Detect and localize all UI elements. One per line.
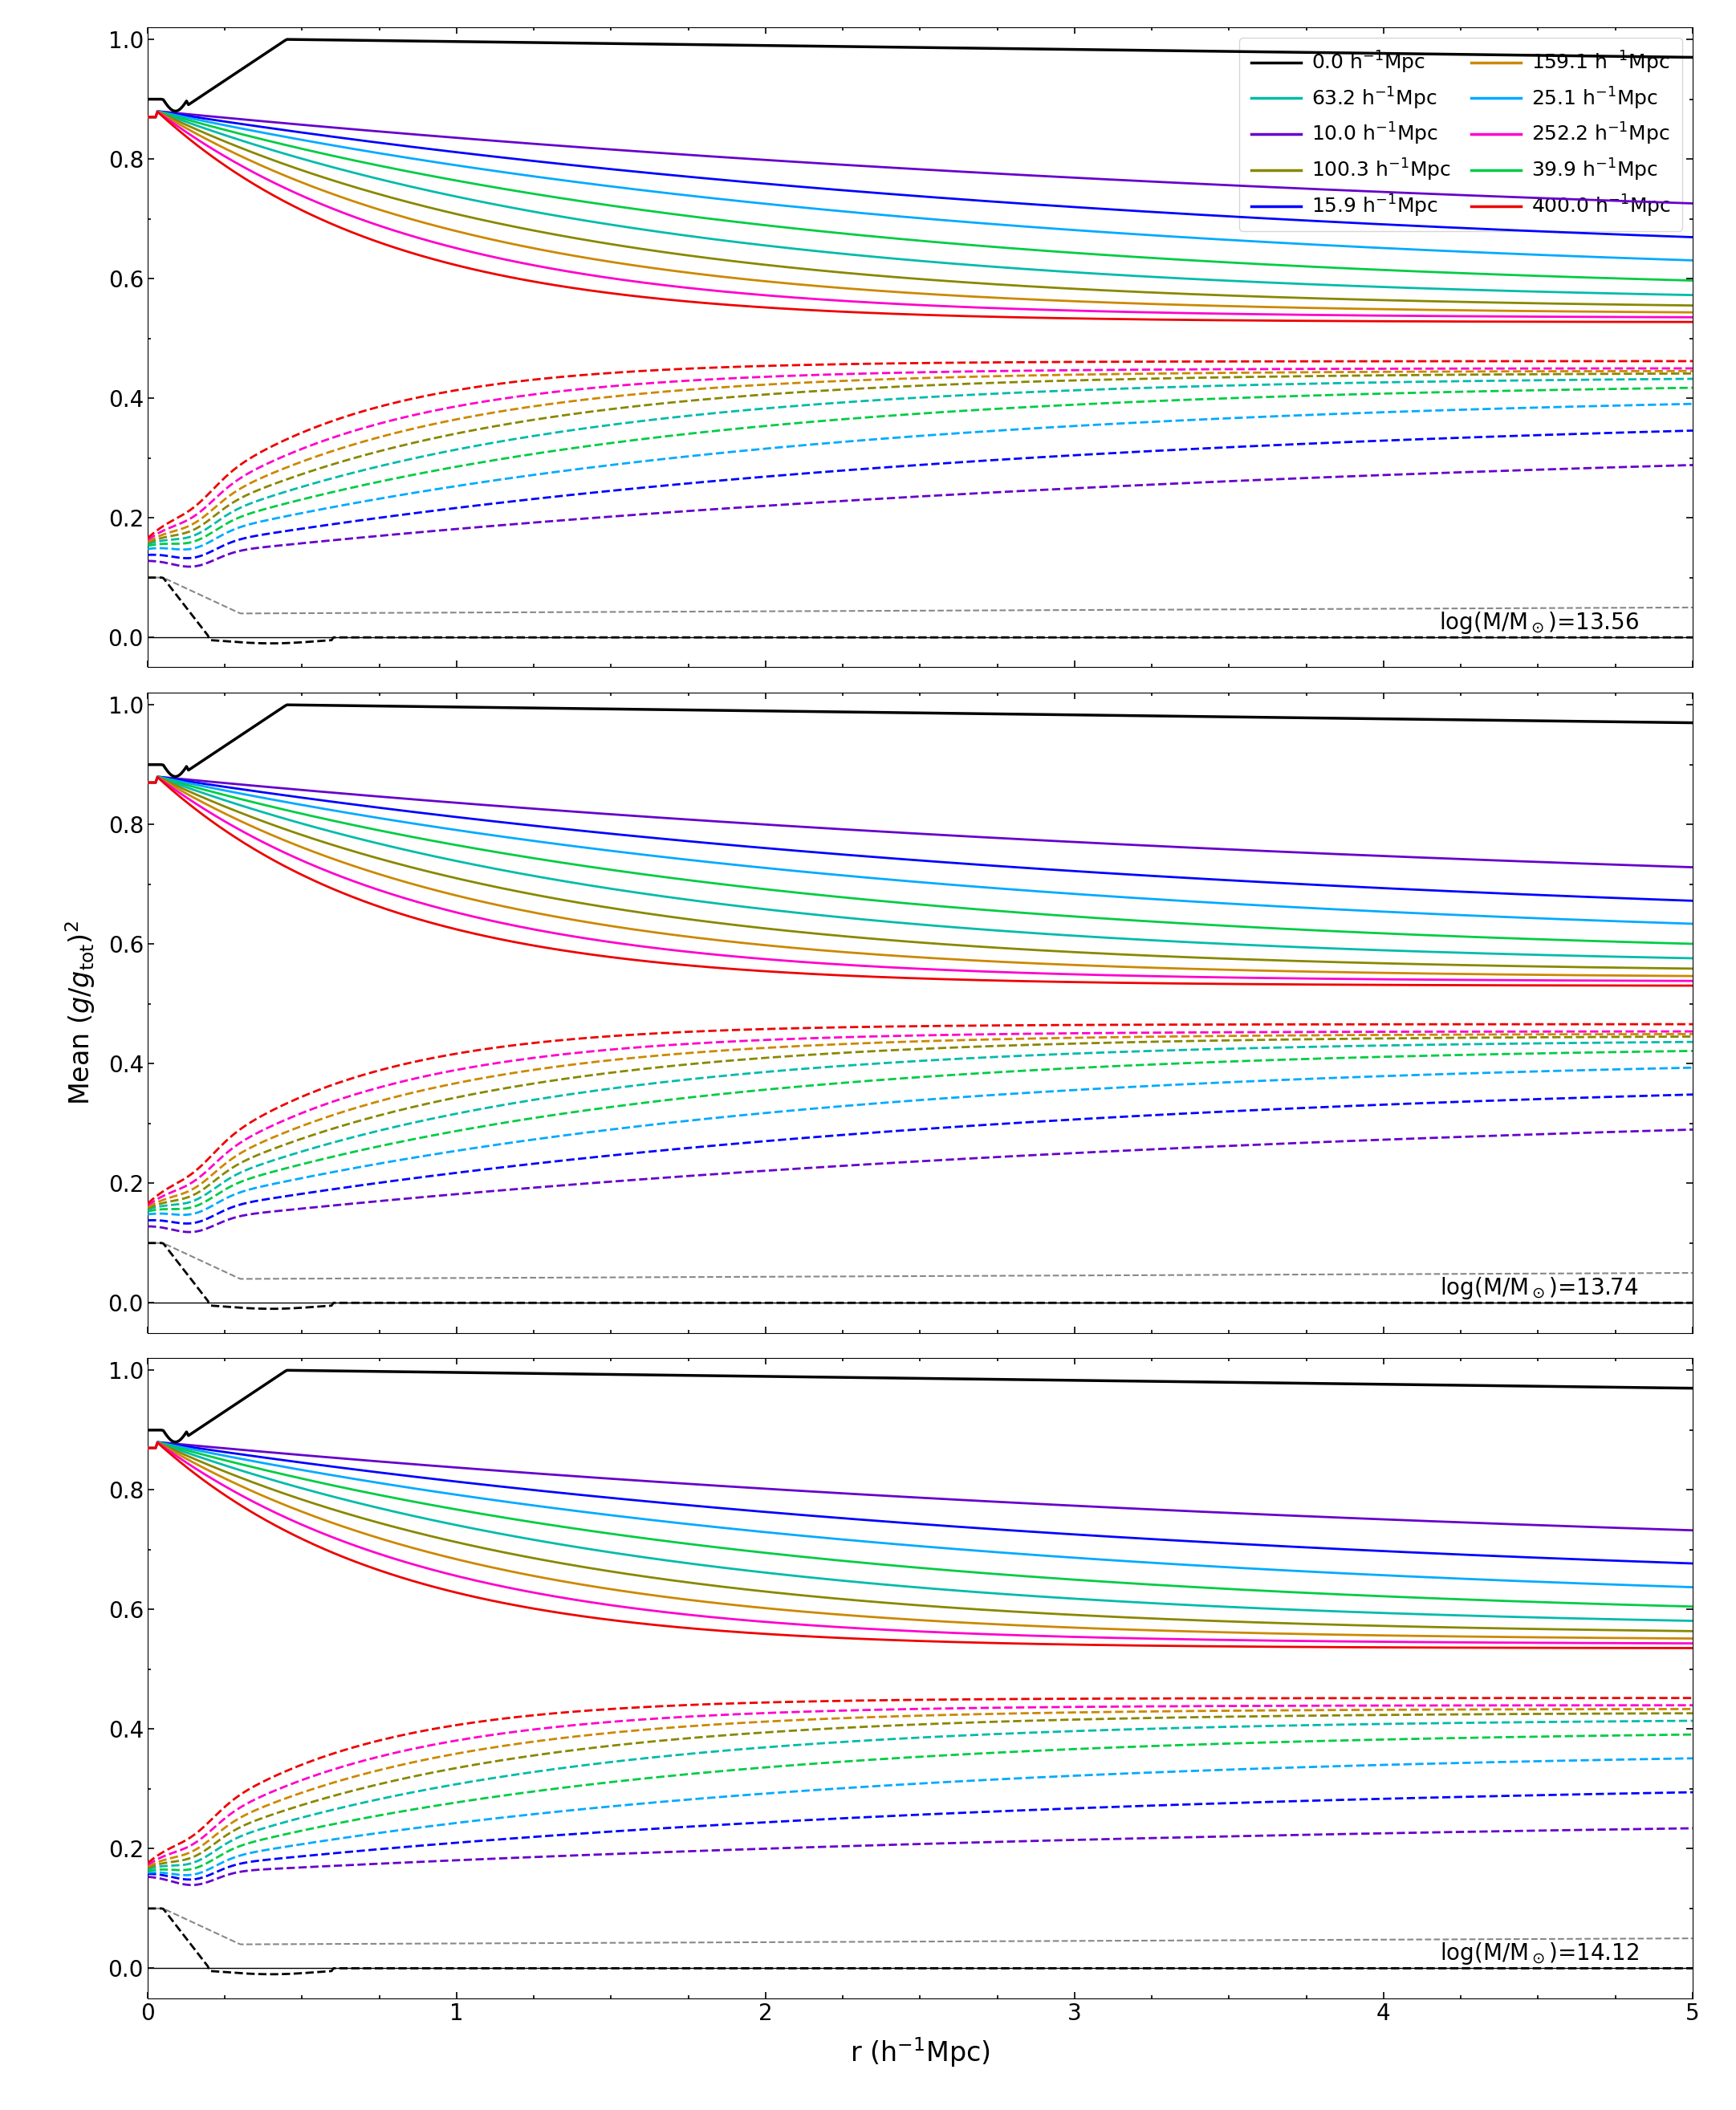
X-axis label: r (h$^{-1}$Mpc): r (h$^{-1}$Mpc) bbox=[851, 2036, 990, 2070]
Legend: 0.0 h$^{-1}$Mpc, 63.2 h$^{-1}$Mpc, 10.0 h$^{-1}$Mpc, 100.3 h$^{-1}$Mpc, 15.9 h$^: 0.0 h$^{-1}$Mpc, 63.2 h$^{-1}$Mpc, 10.0 … bbox=[1240, 38, 1682, 230]
Y-axis label: Mean $(g/g_{\rm tot})^2$: Mean $(g/g_{\rm tot})^2$ bbox=[62, 920, 97, 1106]
Text: log(M/M$_\odot$)=13.56: log(M/M$_\odot$)=13.56 bbox=[1439, 610, 1639, 635]
Text: log(M/M$_\odot$)=13.74: log(M/M$_\odot$)=13.74 bbox=[1441, 1274, 1639, 1300]
Text: log(M/M$_\odot$)=14.12: log(M/M$_\odot$)=14.12 bbox=[1439, 1941, 1639, 1967]
